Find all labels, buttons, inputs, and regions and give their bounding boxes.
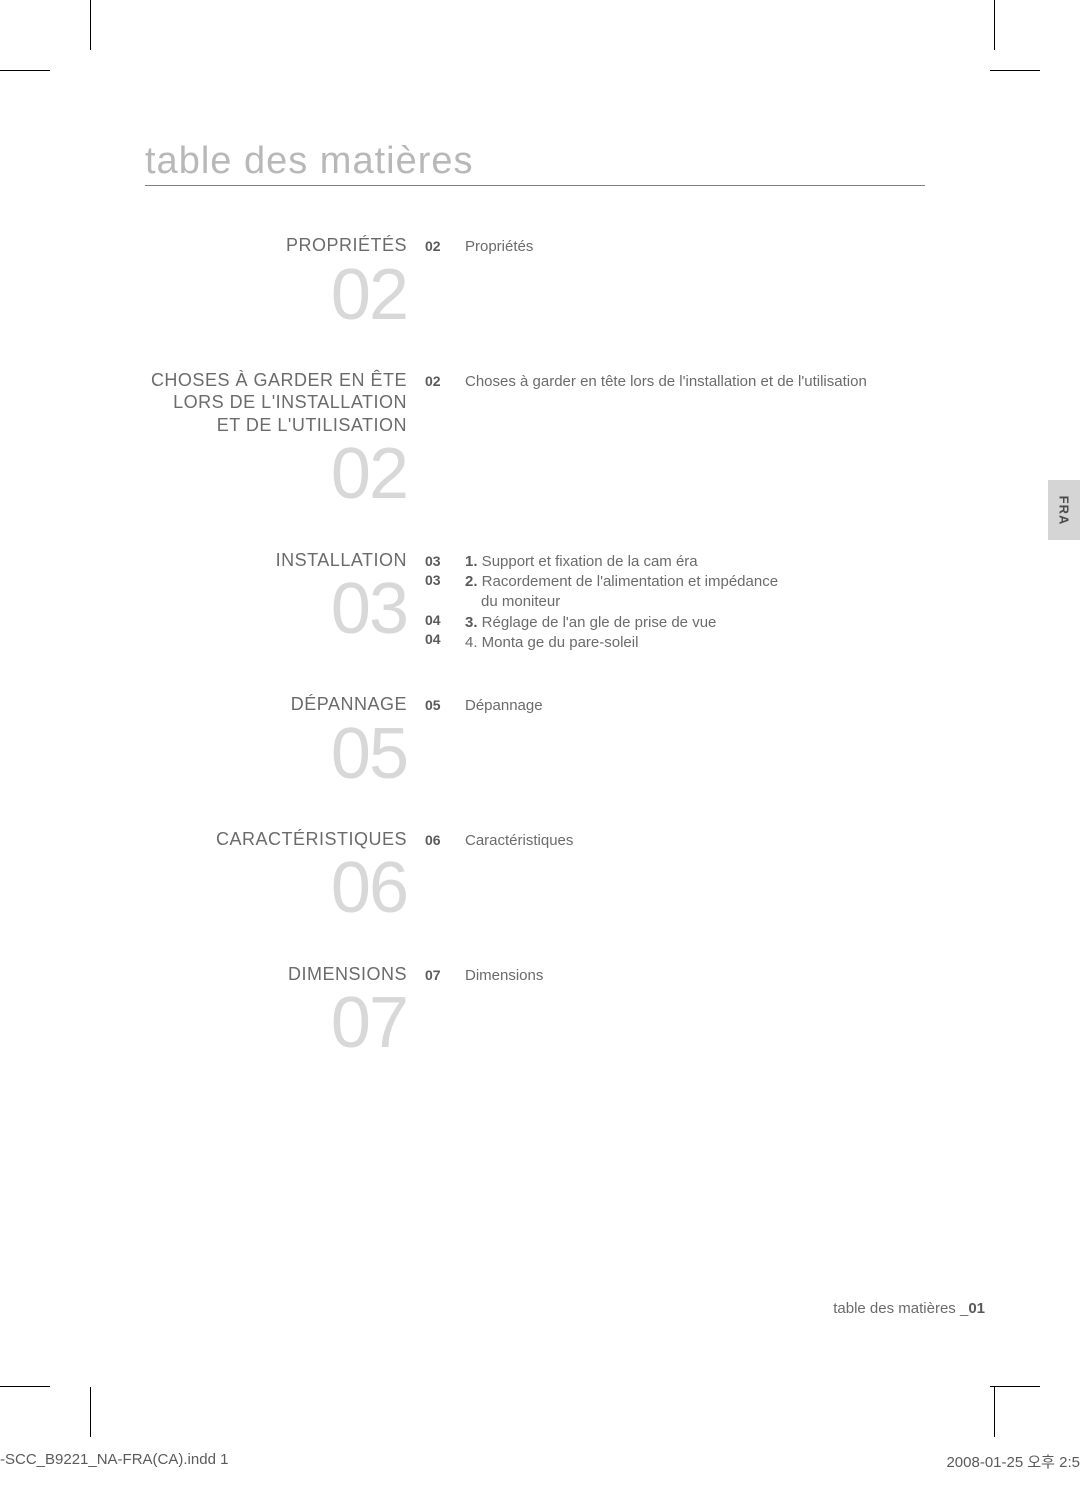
toc-entry: Choses à garder en tête lors de l'instal…	[465, 372, 925, 392]
section-left: DIMENSIONS 07	[145, 963, 425, 1058]
page-number	[425, 591, 465, 611]
toc-entry: Propriétés	[465, 237, 925, 257]
entry-text: du moniteur	[481, 593, 560, 610]
entry-text: Support et fixation de la cam éra	[478, 553, 698, 570]
page-number-column: 0303 0404	[425, 549, 465, 650]
section-number: 03	[145, 575, 407, 643]
toc-entry: 2. Racordement de l'alimentation et impé…	[465, 572, 925, 592]
toc-section: CHOSES À GARDER EN ÊTE LORS DE L'INSTALL…	[145, 369, 925, 509]
footer-label: table des matières _	[833, 1300, 968, 1317]
toc-entry: Dimensions	[465, 966, 925, 986]
section-left: CHOSES À GARDER EN ÊTE LORS DE L'INSTALL…	[145, 369, 425, 509]
entry-text: Choses à garder en tête lors de l'instal…	[465, 373, 867, 390]
entry-prefix: 2.	[465, 573, 478, 590]
page-number: 03	[425, 552, 465, 572]
section-left: INSTALLATION 03	[145, 549, 425, 644]
toc-section: INSTALLATION030303 04041. Support et fix…	[145, 549, 925, 653]
page-number: 02	[425, 372, 465, 392]
toc-entry: Dépannage	[465, 696, 925, 716]
page-content: table des matières PROPRIÉTÉS0202Proprié…	[145, 140, 925, 1098]
entries-column: Choses à garder en tête lors de l'instal…	[465, 369, 925, 392]
toc-section: DIMENSIONS0707Dimensions	[145, 963, 925, 1058]
indesign-slug: -SCC_B9221_NA-FRA(CA).indd 1 2008-01-25 …	[0, 1451, 1080, 1472]
page-number: 04	[425, 630, 465, 650]
toc-section: CARACTÉRISTIQUES0606Caractéristiques	[145, 828, 925, 923]
entry-prefix: 3.	[465, 614, 478, 631]
toc-entry: du moniteur	[465, 592, 925, 612]
entry-text: Racordement de l'alimentation et impédan…	[478, 573, 779, 590]
entry-text: Dépannage	[465, 697, 543, 714]
page-number: 04	[425, 611, 465, 631]
entries-column: Dépannage	[465, 693, 925, 716]
section-number: 06	[145, 854, 407, 922]
page-number: 02	[425, 237, 465, 257]
section-left: CARACTÉRISTIQUES 06	[145, 828, 425, 923]
page-number-column: 07	[425, 963, 465, 986]
page-number-column: 05	[425, 693, 465, 716]
page-title: table des matières	[145, 140, 925, 186]
section-heading: DIMENSIONS	[145, 963, 407, 986]
section-heading: INSTALLATION	[145, 549, 407, 572]
toc-entry: 1. Support et fixation de la cam éra	[465, 552, 925, 572]
entry-text: 4. Monta ge du pare-soleil	[465, 634, 638, 651]
indd-timestamp: 2008-01-25 오후 2:5	[946, 1451, 1080, 1472]
section-left: PROPRIÉTÉS 02	[145, 234, 425, 329]
section-number: 02	[145, 261, 407, 329]
page-number: 03	[425, 571, 465, 591]
footer-page: 01	[968, 1300, 985, 1317]
entry-prefix: 1.	[465, 553, 478, 570]
entry-text: Réglage de l'an gle de prise de vue	[478, 614, 717, 631]
section-number: 07	[145, 989, 407, 1057]
entries-column: Caractéristiques	[465, 828, 925, 851]
section-heading: CARACTÉRISTIQUES	[145, 828, 407, 851]
entry-text: Caractéristiques	[465, 832, 573, 849]
page-number: 05	[425, 696, 465, 716]
toc-entry: 4. Monta ge du pare-soleil	[465, 633, 925, 653]
section-heading: DÉPANNAGE	[145, 693, 407, 716]
entries-column: 1. Support et fixation de la cam éra2. R…	[465, 549, 925, 653]
page-number-column: 02	[425, 369, 465, 392]
toc-section: DÉPANNAGE0505Dépannage	[145, 693, 925, 788]
section-heading: PROPRIÉTÉS	[145, 234, 407, 257]
language-tab-text: FRA	[1057, 495, 1072, 525]
indd-filename: -SCC_B9221_NA-FRA(CA).indd 1	[0, 1451, 228, 1472]
section-number: 02	[145, 440, 407, 508]
section-number: 05	[145, 720, 407, 788]
language-tab: FRA	[1048, 480, 1080, 540]
entries-column: Propriétés	[465, 234, 925, 257]
page-number: 07	[425, 966, 465, 986]
entries-column: Dimensions	[465, 963, 925, 986]
section-heading: CHOSES À GARDER EN ÊTE LORS DE L'INSTALL…	[145, 369, 407, 437]
page-number: 06	[425, 831, 465, 851]
toc-entry: 3. Réglage de l'an gle de prise de vue	[465, 613, 925, 633]
toc-entry: Caractéristiques	[465, 831, 925, 851]
section-left: DÉPANNAGE 05	[145, 693, 425, 788]
toc-section: PROPRIÉTÉS0202Propriétés	[145, 234, 925, 329]
entry-text: Propriétés	[465, 238, 533, 255]
page-number-column: 02	[425, 234, 465, 257]
footer-pagination: table des matières _01	[833, 1300, 985, 1317]
page-number-column: 06	[425, 828, 465, 851]
entry-text: Dimensions	[465, 967, 543, 984]
